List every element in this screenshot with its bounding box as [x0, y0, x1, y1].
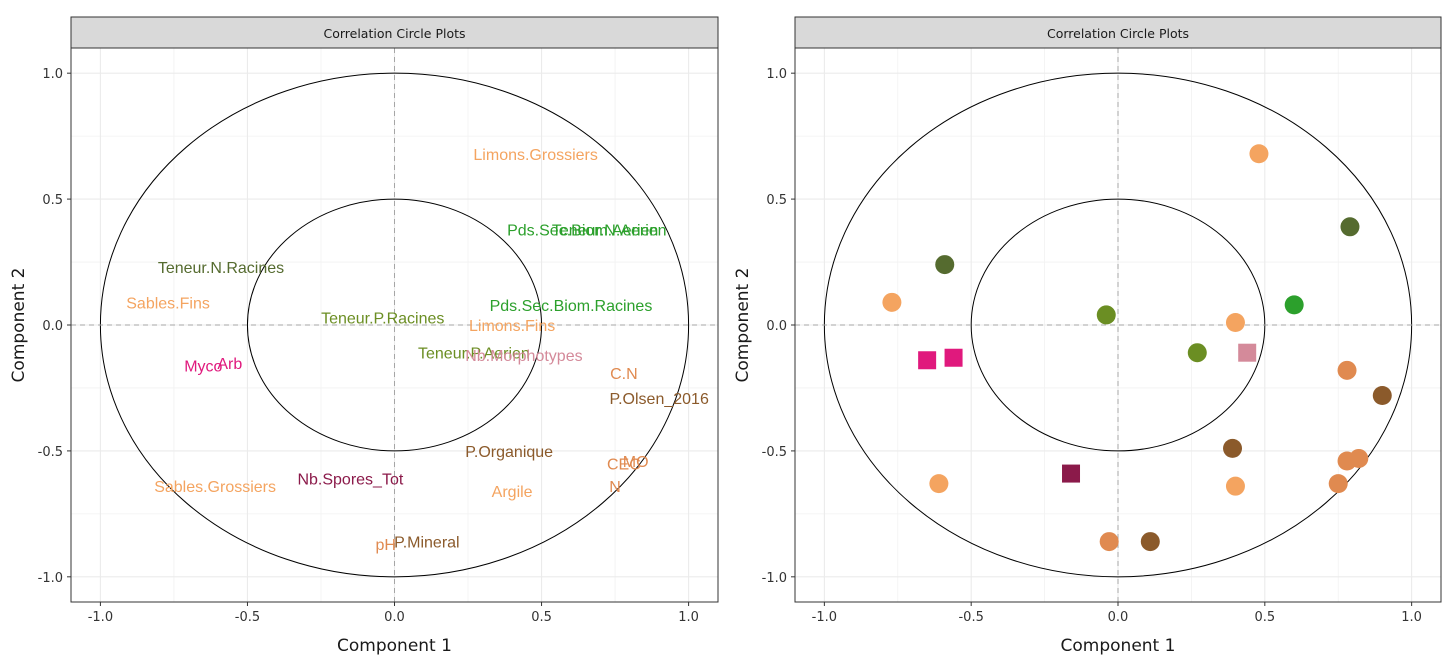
- variable-label: MO: [623, 454, 649, 471]
- panel-title: Correlation Circle Plots: [323, 26, 465, 41]
- y-tick-label: 0.5: [766, 193, 787, 208]
- variable-label: Nb.Morphotypes: [465, 348, 582, 365]
- y-tick-label: -1.0: [762, 571, 787, 586]
- variable-label: P.Mineral: [394, 535, 460, 552]
- variable-label: Nb.Spores_Tot: [297, 472, 403, 489]
- data-point-circle: [1223, 438, 1243, 458]
- left-panel: Correlation Circle Plots Limons.Grossiers…: [9, 16, 719, 655]
- x-axis-title: Component 1: [337, 636, 452, 655]
- x-tick-label: 1.0: [1401, 610, 1422, 625]
- y-tick-label: 1.0: [42, 67, 63, 82]
- data-point-circle: [1340, 217, 1360, 237]
- panel-title: Correlation Circle Plots: [1047, 26, 1189, 41]
- data-point-circle: [1372, 386, 1392, 406]
- x-tick-label: 0.5: [1254, 610, 1275, 625]
- x-tick-label: -0.5: [958, 610, 983, 625]
- data-point-circle: [1225, 476, 1245, 496]
- data-point-circle: [882, 292, 902, 312]
- variable-label: CEC: [607, 457, 641, 474]
- x-tick-label: -1.0: [88, 610, 113, 625]
- data-point-circle: [929, 474, 949, 494]
- x-tick-label: 0.5: [531, 610, 552, 625]
- y-tick-label: 0.5: [42, 193, 63, 208]
- data-point-circle: [1337, 360, 1357, 380]
- y-axis-title: Component 2: [733, 268, 753, 383]
- right-panel: Correlation Circle Plots -1.0 -0.5 0.0 0.5 1.…: [733, 16, 1442, 655]
- variable-label: Argile: [492, 484, 533, 501]
- variable-label: P.Organique: [465, 444, 553, 461]
- variable-label: Arb: [217, 356, 242, 373]
- variable-label: Limons.Grossiers: [473, 147, 597, 164]
- strip-header: [794, 16, 1442, 49]
- x-tick-label: 0.0: [384, 610, 405, 625]
- variable-label: Pds.Sec.Biom.Racines: [490, 298, 653, 315]
- x-tick-label: -0.5: [235, 610, 260, 625]
- variable-label: pH: [375, 537, 395, 554]
- y-tick-label: 0.0: [42, 319, 63, 334]
- variable-label: Sables.Grossiers: [154, 479, 276, 496]
- x-axis-title: Component 1: [1061, 636, 1176, 655]
- y-tick-label: -1.0: [38, 571, 63, 586]
- data-point-circle: [1328, 474, 1348, 494]
- data-point-square: [918, 351, 937, 370]
- y-tick-label: -0.5: [38, 445, 63, 460]
- y-axis-title: Component 2: [9, 268, 29, 383]
- variable-label: Limons.Fins: [469, 318, 555, 335]
- x-tick-label: 0.0: [1108, 610, 1129, 625]
- data-point-circle: [1099, 532, 1119, 552]
- variable-label: Teneur.N.Racines: [158, 260, 284, 277]
- variable-label: P.Olsen_2016: [610, 391, 709, 408]
- variable-label: Pds.Sec.Biom.Aerien: [507, 222, 658, 239]
- variable-label: Teneur.P.Aerien: [418, 346, 530, 363]
- variable-label: Teneur.P.Racines: [321, 310, 444, 327]
- variable-label: Teneur.N.Aerien: [552, 222, 667, 239]
- data-point-circle: [935, 255, 955, 275]
- data-point-circle: [1249, 144, 1269, 164]
- data-point-circle: [1140, 532, 1160, 552]
- variable-label: C.N: [610, 366, 638, 383]
- data-point-square: [1238, 343, 1257, 362]
- data-point-circle: [1187, 343, 1207, 363]
- data-point-square: [944, 348, 963, 367]
- data-point-circle: [1284, 295, 1304, 315]
- y-tick-label: 0.0: [766, 319, 787, 334]
- variable-label: N: [609, 479, 621, 496]
- data-point-square: [1062, 464, 1081, 483]
- strip-header: [70, 16, 719, 49]
- variable-label: Myco: [184, 358, 222, 375]
- data-point-circle: [1096, 305, 1116, 325]
- data-point-circle: [1349, 448, 1369, 468]
- data-point-circle: [1225, 312, 1245, 332]
- x-tick-label: 1.0: [678, 610, 699, 625]
- y-tick-label: 1.0: [766, 67, 787, 82]
- x-tick-label: -1.0: [812, 610, 837, 625]
- y-tick-label: -0.5: [762, 445, 787, 460]
- variable-label: Sables.Fins: [126, 295, 210, 312]
